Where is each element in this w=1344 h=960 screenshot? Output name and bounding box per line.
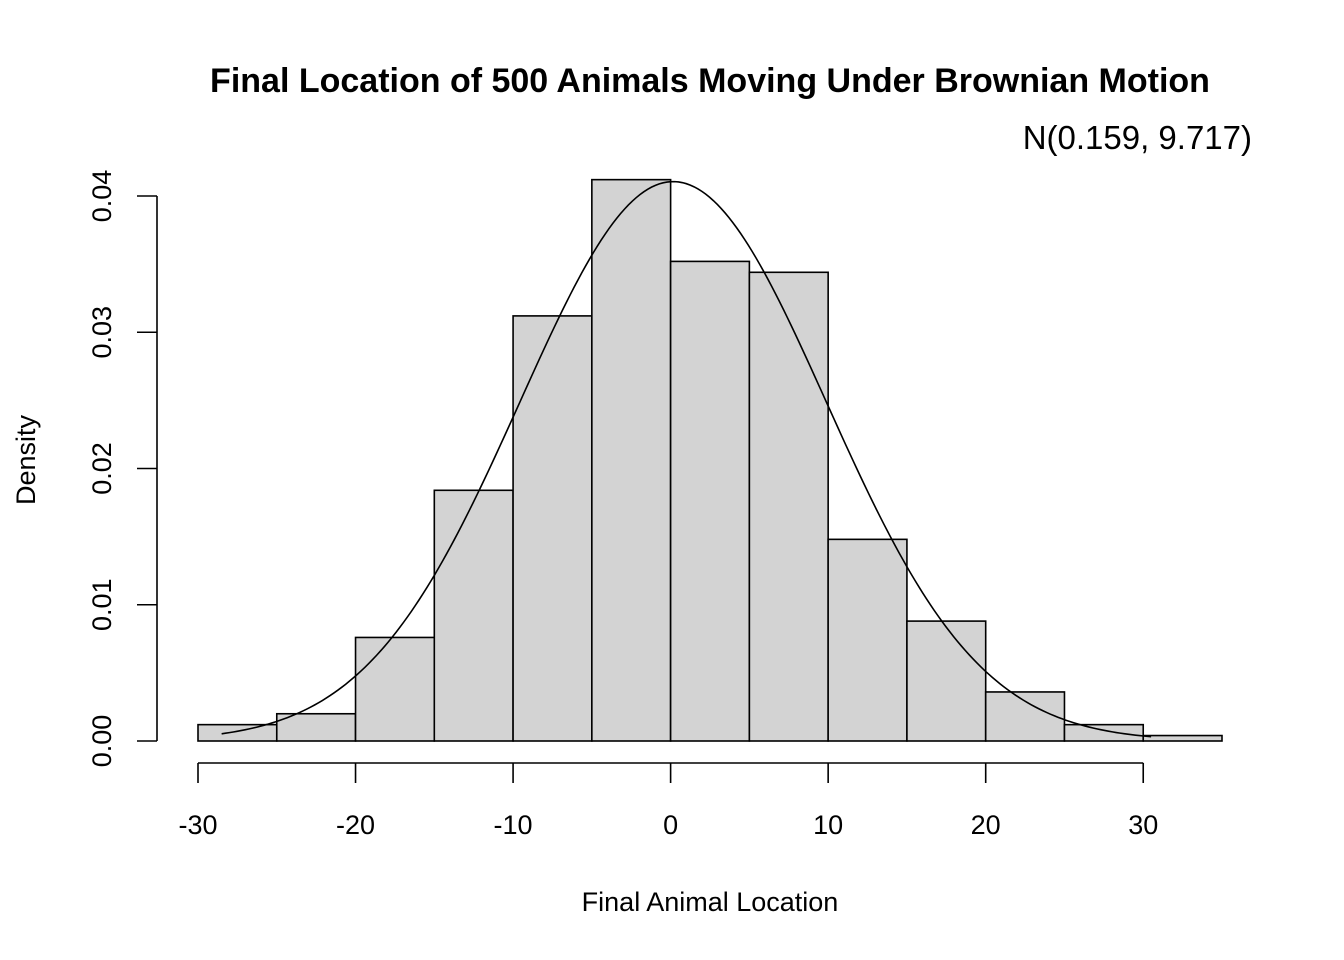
x-axis-label: Final Animal Location [582,887,839,917]
x-tick-label: -10 [494,810,533,840]
histogram-bar [512,315,593,742]
histogram-bar [984,691,1066,742]
distribution-annotation: N(0.159, 9.717) [1023,119,1252,156]
histogram-bar [197,723,278,742]
x-tick-label: 0 [663,810,678,840]
histogram-bar [1063,723,1145,742]
y-tick-label: 0.01 [87,578,117,631]
histogram-bar [354,636,436,742]
histogram-bar [433,489,514,742]
histogram-bar [1142,734,1223,742]
x-tick-label: -20 [336,810,375,840]
histogram-bar [275,712,357,742]
normal-density-curve [221,180,1152,738]
x-tick-label: 30 [1128,810,1158,840]
y-axis-label: Density [11,414,41,505]
histogram-bar [591,178,672,742]
y-tick-label: 0.00 [87,715,117,768]
histogram-bar [748,271,829,742]
y-tick-label: 0.04 [87,170,117,223]
histogram-bar [669,260,751,742]
x-tick-label: 20 [971,810,1001,840]
histogram-bar [827,538,908,742]
y-tick-label: 0.03 [87,306,117,359]
y-axis: 0.00 0.01 0.02 0.03 0.04 [87,170,158,768]
histogram-bars [197,178,1223,742]
chart-title: Final Location of 500 Animals Moving Und… [210,62,1210,100]
x-tick-label: -30 [178,810,217,840]
histogram-bar [906,620,987,742]
x-tick-label: 10 [813,810,843,840]
x-axis: -30 -20 -10 0 10 20 30 [178,762,1158,840]
density-curve-layer [221,180,1152,738]
y-tick-label: 0.02 [87,442,117,495]
